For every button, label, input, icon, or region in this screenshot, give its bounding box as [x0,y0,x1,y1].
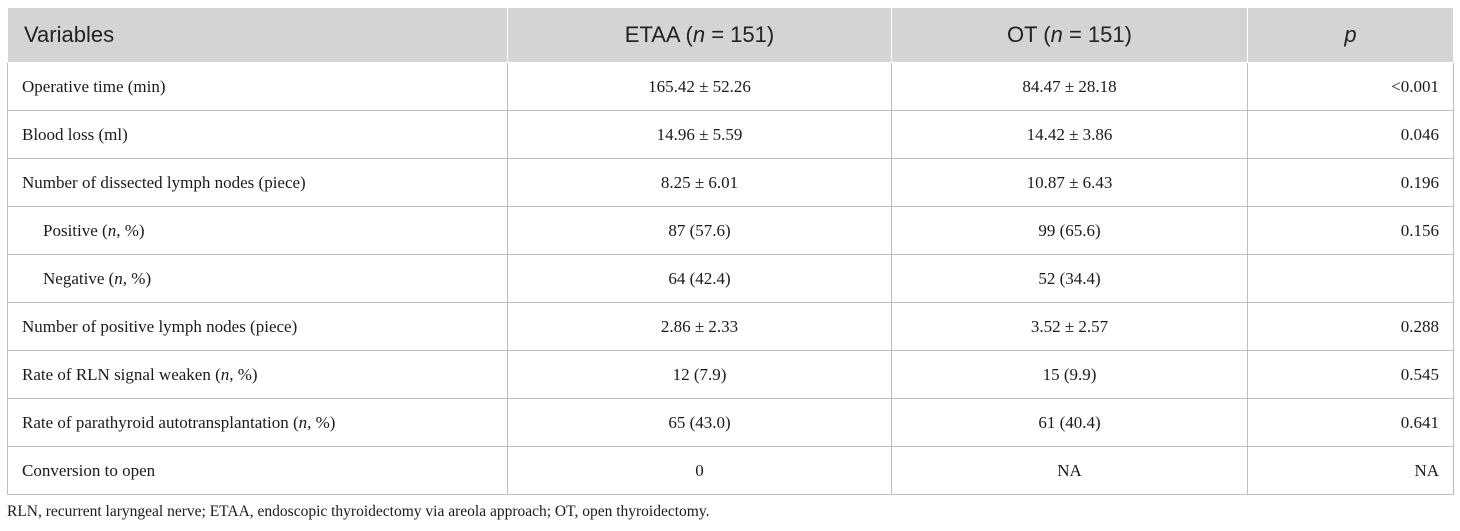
table-row: Positive (n, %) 87 (57.6) 99 (65.6) 0.15… [7,206,1454,255]
header-ot: OT (n = 151) [891,7,1248,63]
row-etaa: 12 (7.9) [507,350,892,399]
row-etaa: 14.96 ± 5.59 [507,110,892,159]
table-container: Variables ETAA (n = 151) OT (n = 151) p … [7,7,1454,521]
row-etaa: 64 (42.4) [507,254,892,303]
row-label-pre: Rate of RLN signal weaken ( [22,364,221,384]
row-ot: 84.47 ± 28.18 [891,62,1248,111]
table-row: Rate of parathyroid autotransplantation … [7,398,1454,447]
table-row: Negative (n, %) 64 (42.4) 52 (34.4) [7,254,1454,303]
row-label: Blood loss (ml) [7,110,508,159]
row-label-post: , %) [229,364,258,384]
row-etaa: 8.25 ± 6.01 [507,158,892,207]
row-ot: 15 (9.9) [891,350,1248,399]
row-etaa: 165.42 ± 52.26 [507,62,892,111]
row-label: Rate of parathyroid autotransplantation … [7,398,508,447]
row-p: 0.288 [1247,302,1454,351]
row-label-post: , %) [122,268,152,288]
row-label: Number of positive lymph nodes (piece) [7,302,508,351]
row-p: 0.196 [1247,158,1454,207]
row-label: Number of dissected lymph nodes (piece) [7,158,508,207]
row-ot: 3.52 ± 2.57 [891,302,1248,351]
row-etaa: 87 (57.6) [507,206,892,255]
table-body: Operative time (min) 165.42 ± 52.26 84.4… [7,62,1454,495]
row-ot: 99 (65.6) [891,206,1248,255]
row-label-n: n [220,364,230,384]
row-p: 0.046 [1247,110,1454,159]
row-label: Positive (n, %) [7,206,508,255]
row-etaa: 65 (43.0) [507,398,892,447]
row-label-pre: Rate of parathyroid autotransplantation … [22,412,299,432]
row-label-pre: Positive ( [43,220,108,240]
row-label-n: n [114,268,123,288]
table-header: Variables ETAA (n = 151) OT (n = 151) p [7,7,1454,63]
table-row: Blood loss (ml) 14.96 ± 5.59 14.42 ± 3.8… [7,110,1454,159]
row-p: NA [1247,446,1454,495]
table-row: Conversion to open 0 NA NA [7,446,1454,495]
header-ot-n: n [1050,22,1063,47]
header-etaa-suffix: = 151) [705,22,775,47]
row-p: 0.545 [1247,350,1454,399]
table-row: Operative time (min) 165.42 ± 52.26 84.4… [7,62,1454,111]
row-label-post: , %) [307,412,336,432]
row-etaa: 2.86 ± 2.33 [507,302,892,351]
row-label: Rate of RLN signal weaken (n, %) [7,350,508,399]
table-row: Number of dissected lymph nodes (piece) … [7,158,1454,207]
row-label-n: n [298,412,308,432]
header-etaa: ETAA (n = 151) [507,7,892,63]
row-p: 0.156 [1247,206,1454,255]
row-label-post: , %) [116,220,145,240]
row-ot: 10.87 ± 6.43 [891,158,1248,207]
row-ot: 52 (34.4) [891,254,1248,303]
row-label-pre: Negative ( [43,268,115,288]
header-variables: Variables [7,7,508,63]
table-footnote: RLN, recurrent laryngeal nerve; ETAA, en… [7,503,710,520]
row-p: 0.641 [1247,398,1454,447]
row-label: Operative time (min) [7,62,508,111]
row-label: Negative (n, %) [7,254,508,303]
row-label-n: n [107,220,117,240]
header-etaa-prefix: ETAA ( [624,22,693,47]
header-etaa-n: n [692,22,706,47]
header-row: Variables ETAA (n = 151) OT (n = 151) p [7,7,1454,63]
row-etaa: 0 [507,446,892,495]
table-row: Rate of RLN signal weaken (n, %) 12 (7.9… [7,350,1454,399]
header-ot-prefix: OT ( [1007,22,1051,47]
row-p [1247,254,1454,303]
row-label: Conversion to open [7,446,508,495]
row-ot: NA [891,446,1248,495]
header-p: p [1247,7,1454,63]
header-ot-suffix: = 151) [1062,22,1132,47]
results-table: Variables ETAA (n = 151) OT (n = 151) p … [7,7,1454,495]
row-p: <0.001 [1247,62,1454,111]
row-ot: 14.42 ± 3.86 [891,110,1248,159]
row-ot: 61 (40.4) [891,398,1248,447]
table-row: Number of positive lymph nodes (piece) 2… [7,302,1454,351]
